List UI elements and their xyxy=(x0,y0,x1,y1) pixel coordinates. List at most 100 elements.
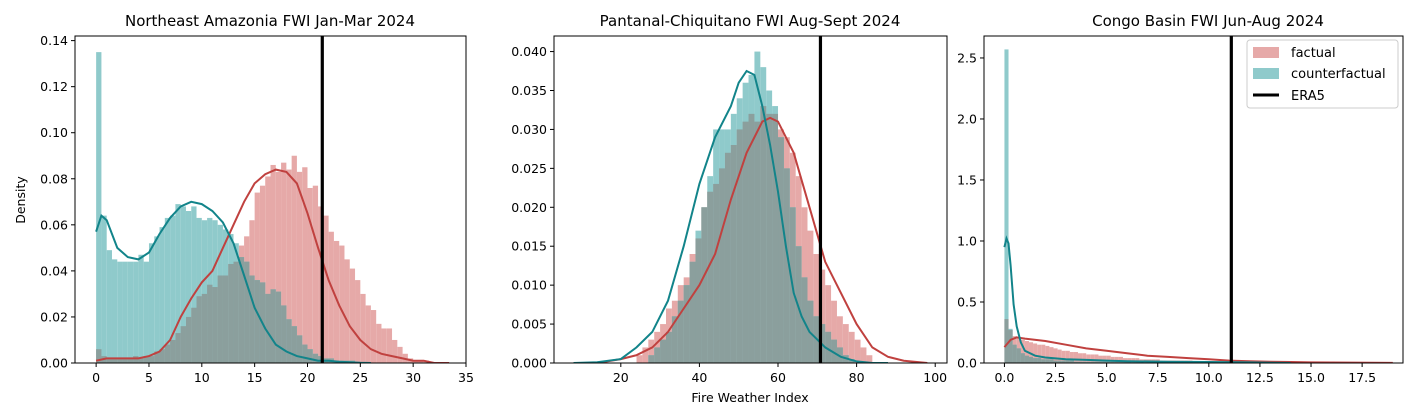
overlap-bar xyxy=(1106,361,1111,363)
overlap-bar xyxy=(96,349,102,363)
overlap-bar xyxy=(1114,361,1119,363)
factual-bar xyxy=(1069,352,1074,363)
y-axis-label: Density xyxy=(13,176,28,224)
overlap-bar xyxy=(1028,356,1034,363)
factual-bar xyxy=(265,176,271,363)
factual-bar xyxy=(1094,354,1099,363)
overlap-bar xyxy=(719,168,725,363)
factual-bar xyxy=(339,245,345,363)
overlap-bar xyxy=(302,344,308,363)
overlap-bar xyxy=(707,191,714,363)
x-tick-label: 80 xyxy=(849,370,865,385)
factual-bar xyxy=(291,155,297,363)
counterfactual-bar xyxy=(159,227,165,363)
overlap-bar xyxy=(201,293,208,363)
factual-bar xyxy=(413,360,419,363)
factual-bar xyxy=(1078,353,1083,363)
counterfactual-bar xyxy=(154,236,160,363)
overlap-bar xyxy=(275,291,282,363)
y-tick-label: 0.015 xyxy=(511,239,547,254)
overlap-bar xyxy=(1073,361,1079,363)
factual-bar xyxy=(296,171,303,363)
counterfactual-bar xyxy=(148,243,155,363)
factual-bar xyxy=(1020,339,1025,363)
y-tick-label: 0.02 xyxy=(40,309,68,324)
factual-bar xyxy=(819,269,826,363)
y-tick-label: 0.030 xyxy=(511,122,547,137)
factual-bar xyxy=(1041,344,1046,363)
panel-title: Pantanal-Chiquitano FWI Aug-Sept 2024 xyxy=(600,12,901,30)
overlap-bar xyxy=(1004,319,1009,363)
overlap-bar xyxy=(1065,360,1070,363)
counterfactual-kde-line xyxy=(573,69,888,363)
overlap-bar xyxy=(1033,358,1038,363)
factual-bar xyxy=(866,355,873,363)
counterfactual-histogram xyxy=(1004,49,1230,363)
plot-marks xyxy=(1003,36,1393,363)
overlap-bar xyxy=(783,168,790,363)
legend-swatch-factual xyxy=(1253,47,1279,58)
x-tick-label: 10 xyxy=(194,370,210,385)
factual-bar xyxy=(1053,348,1058,363)
axes-frame xyxy=(74,35,467,364)
overlap-bar xyxy=(654,347,661,363)
counterfactual-bar xyxy=(96,52,102,363)
factual-bar xyxy=(1045,345,1050,363)
overlap-bar xyxy=(307,349,313,363)
legend-label-factual: factual xyxy=(1291,46,1336,61)
overlap-bar xyxy=(1012,344,1017,363)
counterfactual-bar xyxy=(117,261,123,363)
overlap-bar xyxy=(1037,358,1042,363)
overlap-bar xyxy=(713,183,720,363)
counterfactual-bar xyxy=(170,215,176,363)
y-tick-label: 0.035 xyxy=(511,83,547,98)
factual-bar xyxy=(333,240,340,363)
overlap-bar xyxy=(111,358,118,363)
y-tick-label: 0.005 xyxy=(511,317,547,332)
factual-bar xyxy=(1033,343,1038,363)
x-tick-label: 0 xyxy=(92,370,100,385)
y-tick-label: 1.0 xyxy=(957,233,977,248)
axes-frame xyxy=(553,35,948,364)
y-tick-label: 0.040 xyxy=(511,44,547,59)
plot-area: 0.0 2.5 5.0 7.5 10.0 12.5 15.0 17.5 0.0 0.5 1.0 1.5… xyxy=(957,35,1404,385)
overlap-bar xyxy=(724,152,731,363)
overlap-bar xyxy=(228,263,234,363)
overlap-bar xyxy=(175,333,181,363)
x-axis-label: Fire Weather Index xyxy=(691,390,808,405)
overlap-bar xyxy=(660,339,667,363)
y-tick-label: 2.0 xyxy=(957,111,977,126)
y-tick-label: 0.08 xyxy=(40,171,68,186)
factual-bar xyxy=(848,331,855,363)
overlap-bar xyxy=(138,358,144,363)
counterfactual-bar xyxy=(111,259,118,363)
overlap-bar xyxy=(1094,361,1099,363)
x-tick-label: 17.5 xyxy=(1348,370,1376,385)
factual-bar xyxy=(392,339,398,363)
overlap-bar xyxy=(154,351,160,363)
factual-bar xyxy=(312,185,319,363)
factual-bar xyxy=(854,339,861,363)
factual-bar xyxy=(836,316,843,363)
y-tick-label: 0.5 xyxy=(957,294,977,309)
factual-bar xyxy=(397,346,403,363)
overlap-histogram xyxy=(648,106,855,363)
factual-bar xyxy=(860,347,867,363)
factual-bar xyxy=(1106,355,1111,363)
y-tick-label: 0.020 xyxy=(511,200,547,215)
factual-bar xyxy=(648,339,655,363)
factual-bar xyxy=(259,185,266,363)
factual-bar xyxy=(344,259,350,363)
overlap-bar xyxy=(772,113,779,363)
counterfactual-bar xyxy=(185,211,192,363)
counterfactual-bar xyxy=(106,250,112,363)
overlap-bar xyxy=(1053,360,1058,363)
overlap-bar xyxy=(1122,361,1128,363)
factual-bar xyxy=(831,300,837,363)
factual-bar xyxy=(386,328,393,363)
factual-bar xyxy=(1098,355,1103,363)
overlap-bar xyxy=(831,339,837,363)
x-tick-label: 15 xyxy=(247,370,263,385)
overlap-bar xyxy=(671,316,678,363)
factual-bar xyxy=(281,162,287,363)
